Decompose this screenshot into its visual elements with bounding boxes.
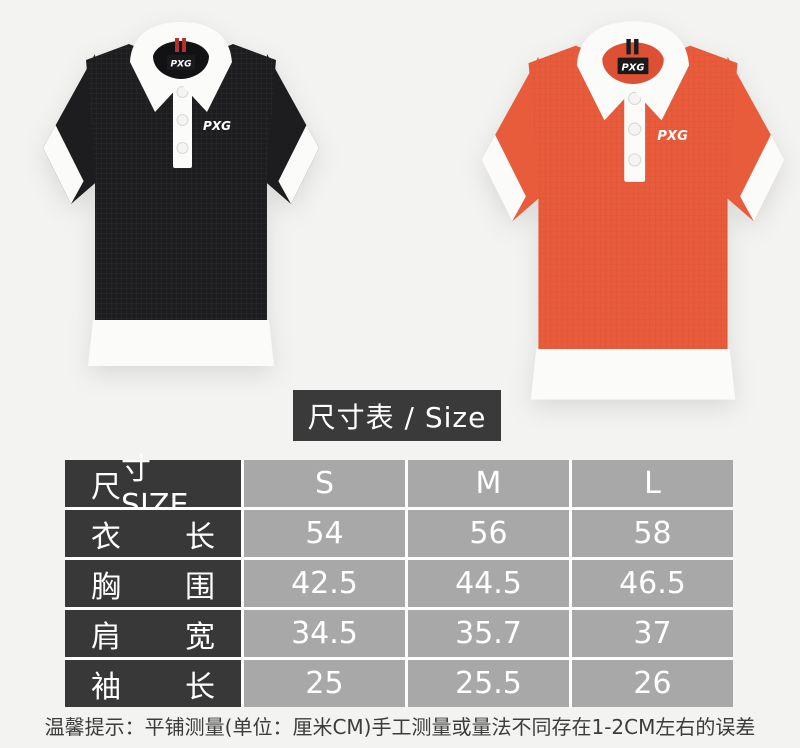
chest-logo: PXG	[203, 119, 231, 133]
table-header-size-l: L	[572, 460, 733, 507]
table-cell: 25.5	[408, 660, 569, 707]
table-cell: 44.5	[408, 560, 569, 607]
hanger-loop-stripe	[626, 38, 631, 55]
product-photo-area: PXG PXG	[43, 22, 785, 366]
shirt-body-group: PXG PXG	[43, 22, 319, 366]
chest-logo: PXG	[657, 129, 688, 144]
table-cell: 35.7	[408, 610, 569, 657]
table-cell: 46.5	[572, 560, 733, 607]
table-cell: 54	[244, 510, 405, 557]
table-row-label-bust: 胸 围	[65, 560, 241, 607]
collar-label-logo: PXG	[622, 62, 645, 73]
table-cell: 25	[244, 660, 405, 707]
table-cell: 56	[408, 510, 569, 557]
table-row-label-sleeve: 袖 长	[65, 660, 241, 707]
measurement-disclaimer: 温馨提示：平铺测量(单位：厘米CM)手工测量或量法不同存在1-2CM左右的误差	[44, 715, 756, 739]
left-cuff	[43, 125, 84, 204]
collar-label-logo: PXG	[171, 60, 192, 70]
size-chart-title-text: 尺寸表 / Size	[307, 400, 487, 434]
placket-button	[628, 122, 642, 136]
placket-button	[176, 86, 189, 98]
hanger-loop-stripe	[634, 38, 639, 55]
table-header-label: 尺 寸SIZE	[65, 452, 241, 523]
product-photo-black-polo: PXG PXG	[43, 22, 319, 366]
right-cuff	[740, 134, 785, 222]
table-cell: 42.5	[244, 560, 405, 607]
hanger-loop-stripe	[175, 38, 179, 52]
placket-button	[176, 142, 189, 154]
table-row-label-shoulder: 肩 宽	[65, 610, 241, 657]
size-chart-title: 尺寸表 / Size	[293, 390, 501, 441]
size-table: 尺 寸SIZE S M L 衣 长 54 56 58 胸 围 42.5 44.5…	[65, 452, 733, 707]
placket-button	[176, 114, 189, 126]
placket-button	[628, 91, 642, 105]
collar-brand-label	[617, 57, 649, 75]
collar-brand-label	[167, 55, 195, 70]
product-photo-orange-polo: PXG PXG	[481, 21, 785, 400]
shirt-body-group: PXG PXG	[481, 21, 785, 400]
placket-button	[628, 153, 642, 167]
table-cell: 34.5	[244, 610, 405, 657]
table-cell: 58	[572, 510, 733, 557]
hanger-loop-stripe	[182, 38, 186, 52]
hem-band	[530, 349, 736, 400]
table-cell: 37	[572, 610, 733, 657]
table-header-size-s: S	[244, 460, 405, 507]
left-cuff	[481, 134, 526, 222]
table-cell: 26	[572, 660, 733, 707]
right-cuff	[278, 125, 319, 204]
shirt-body-texture	[86, 44, 276, 322]
hem-band	[88, 320, 274, 366]
shirt-body-texture	[528, 45, 738, 352]
table-header-size-m: M	[408, 460, 569, 507]
table-row-label-length: 衣 长	[65, 510, 241, 557]
